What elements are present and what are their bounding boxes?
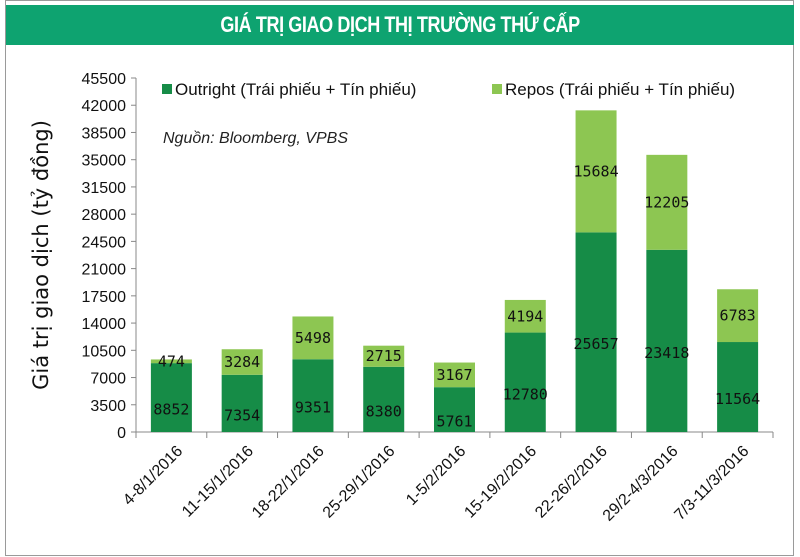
bar-repos (363, 345, 405, 367)
data-label-repos: 3167 (436, 366, 472, 384)
data-label-outright: 12780 (503, 385, 548, 403)
x-tick-label: 11-15/1/2016 (179, 443, 257, 521)
y-tick-label: 45500 (82, 71, 127, 88)
x-tick-label: 22-26/2/2016 (532, 443, 611, 522)
chart-title-banner: GIÁ TRỊ GIAO DỊCH THỊ TRƯỜNG THỨ CẤP (6, 5, 794, 45)
bar-outright (575, 232, 617, 432)
y-tick-label: 7000 (90, 371, 126, 388)
legend-swatch-outright (162, 84, 172, 94)
data-label-repos: 6783 (720, 307, 756, 325)
x-tick-label: 25-29/1/2016 (320, 443, 399, 522)
data-label-repos: 2715 (366, 347, 402, 365)
x-tick-label: 29/2-4/3/2016 (600, 443, 682, 525)
bar-repos (221, 349, 263, 375)
legend: Outright (Trái phiếu + Tín phiếu) Repos … (162, 80, 735, 99)
data-label-repos: 474 (158, 352, 185, 370)
chart-frame (5, 0, 794, 556)
bar-repos (717, 289, 759, 343)
data-label-outright: 25657 (573, 335, 618, 353)
y-tick-label: 38500 (82, 125, 127, 142)
bar-repos (646, 154, 688, 250)
x-tick-label: 7/3-11/3/2016 (671, 443, 752, 524)
y-tick-label: 17500 (82, 289, 127, 306)
data-label-repos: 5498 (295, 329, 331, 347)
x-tick-label: 18-22/1/2016 (249, 443, 328, 522)
bar-outright (150, 363, 192, 432)
data-label-outright: 9351 (295, 399, 331, 417)
bar-outright (504, 332, 546, 432)
legend-label-repos: Repos (Trái phiếu + Tín phiếu) (505, 80, 735, 99)
chart-title: GIÁ TRỊ GIAO DỊCH THỊ TRƯỜNG THỨ CẤP (220, 12, 580, 37)
x-tick-label: 1-5/2/2016 (403, 443, 469, 509)
data-label-repos: 3284 (224, 353, 260, 371)
bar-repos (504, 299, 546, 333)
y-tick-label: 3500 (90, 398, 126, 415)
y-tick-label: 21000 (82, 262, 127, 279)
bar-outright (434, 387, 475, 432)
bar-repos (434, 362, 475, 388)
data-label-outright: 7354 (224, 406, 260, 424)
data-label-outright: 5761 (436, 413, 472, 431)
y-tick-label: 24500 (82, 234, 127, 251)
y-tick-label: 28000 (82, 207, 127, 224)
legend-swatch-repos (492, 84, 502, 94)
bar-outright (717, 342, 759, 432)
y-tick-label: 42000 (82, 98, 127, 115)
y-axis-label: Giá trị giao dịch (tỷ đồng) (29, 120, 53, 390)
y-tick-label: 0 (117, 425, 126, 442)
x-tick-label: 4-8/1/2016 (120, 443, 186, 509)
bar-outright (363, 366, 405, 432)
bar-outright (292, 359, 334, 432)
y-tick-label: 35000 (82, 153, 127, 170)
x-tick-label: 15-19/2/2016 (461, 443, 540, 522)
bar-outright (221, 374, 263, 432)
data-label-outright: 8852 (153, 401, 189, 419)
data-label-outright: 23418 (644, 344, 689, 362)
data-label-outright: 11564 (715, 390, 760, 408)
data-label-repos: 12205 (644, 193, 689, 211)
bar-repos (575, 110, 617, 233)
y-tick-label: 10500 (82, 343, 127, 360)
bar-outright (646, 249, 688, 432)
bar-repos (150, 359, 192, 364)
y-tick-label: 31500 (82, 180, 127, 197)
legend-label-outright: Outright (Trái phiếu + Tín phiếu) (175, 80, 416, 99)
data-label-repos: 4194 (507, 307, 543, 325)
data-label-repos: 15684 (573, 162, 618, 180)
bar-repos (292, 316, 334, 360)
data-label-outright: 8380 (366, 402, 402, 420)
source-note: Nguồn: Bloomberg, VPBS (163, 130, 348, 147)
y-tick-label: 14000 (82, 316, 127, 333)
